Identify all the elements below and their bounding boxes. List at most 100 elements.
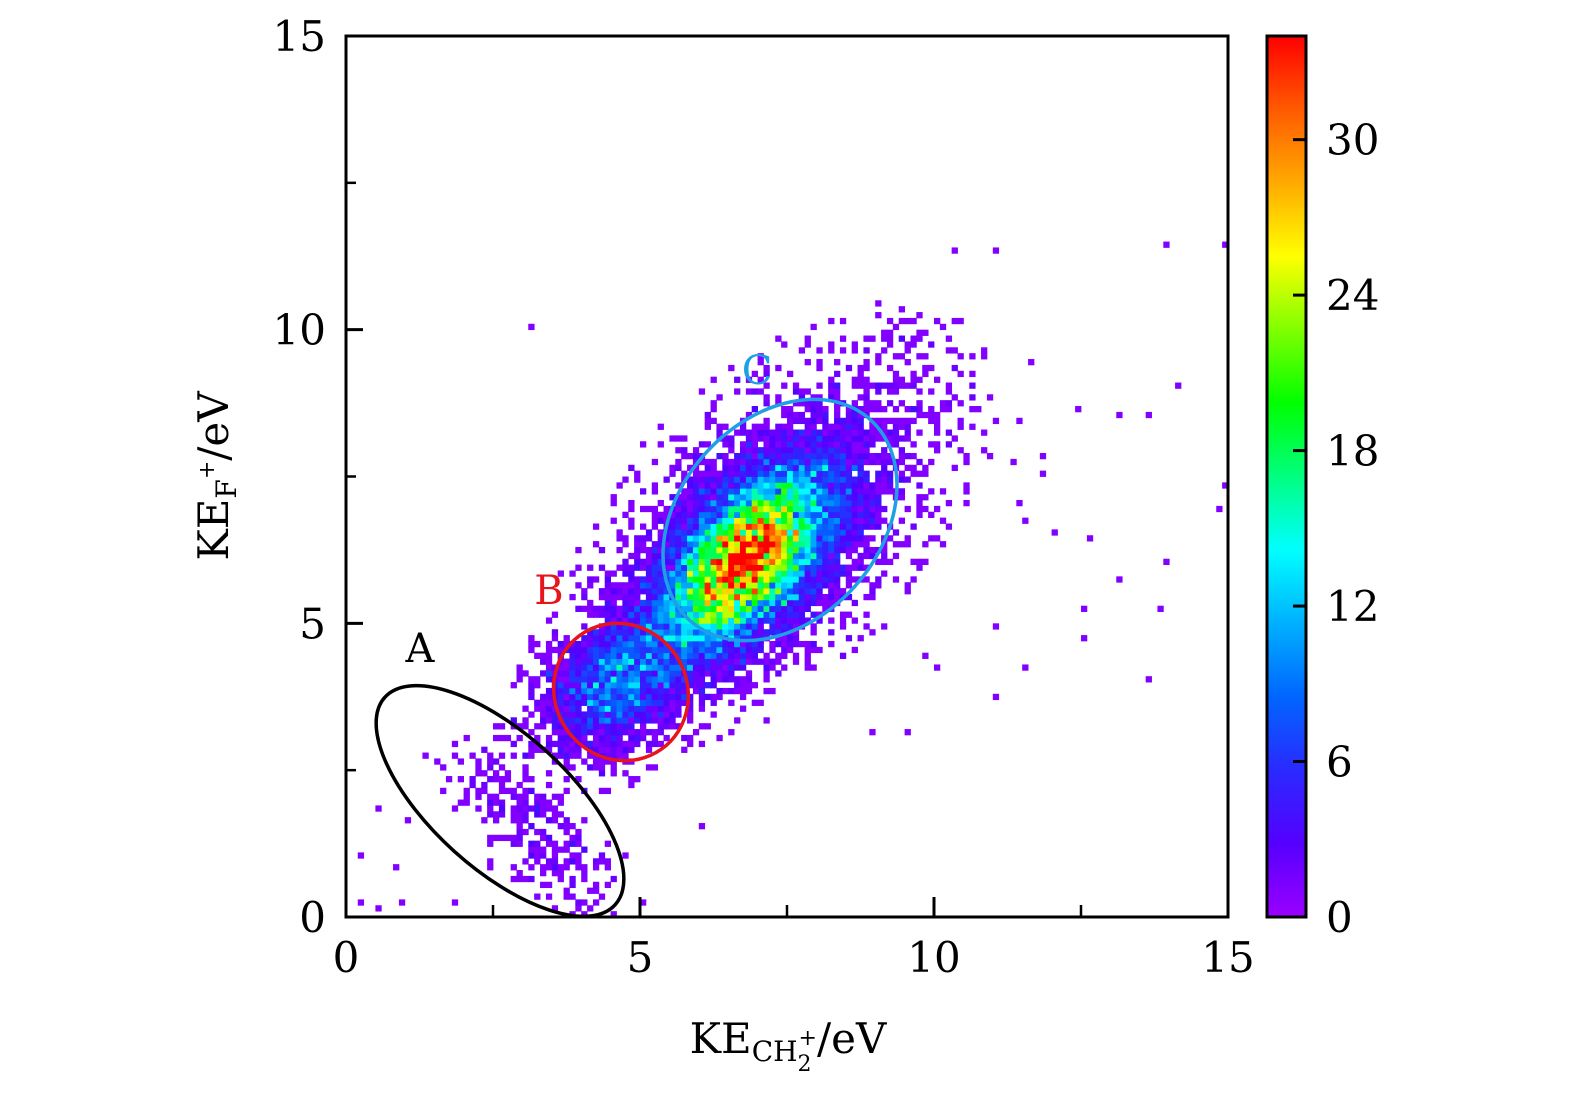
heatmap-bin xyxy=(775,670,782,677)
heatmap-bin xyxy=(728,552,735,560)
heatmap-bin xyxy=(704,611,711,618)
heatmap-bin xyxy=(934,423,941,430)
heatmap-bin xyxy=(598,676,606,683)
heatmap-bin xyxy=(563,787,570,795)
heatmap-bin xyxy=(681,629,688,636)
heatmap-bin xyxy=(640,699,647,706)
heatmap-bin xyxy=(739,593,747,601)
heatmap-bin xyxy=(775,535,782,542)
heatmap-bin xyxy=(616,611,623,618)
heatmap-bin xyxy=(928,341,935,348)
heatmap-bin xyxy=(498,781,506,789)
heatmap-bin xyxy=(857,635,864,642)
heatmap-bin xyxy=(816,564,823,571)
heatmap-bin xyxy=(698,658,706,665)
heatmap-bin xyxy=(657,558,664,565)
heatmap-bin xyxy=(886,535,894,542)
heatmap-bin xyxy=(722,470,729,477)
heatmap-bin xyxy=(698,682,706,689)
heatmap-bin xyxy=(669,623,676,630)
heatmap-bin xyxy=(1175,382,1182,389)
heatmap-bin xyxy=(722,541,729,548)
heatmap-bin xyxy=(669,582,676,589)
heatmap-bin xyxy=(722,623,729,630)
heatmap-bin xyxy=(798,394,806,401)
heatmap-bin xyxy=(869,517,876,524)
heatmap-bin xyxy=(616,676,623,683)
heatmap-bin xyxy=(745,640,753,648)
heatmap-bin xyxy=(863,447,870,454)
heatmap-bin xyxy=(751,435,758,442)
heatmap-bin xyxy=(610,699,617,706)
heatmap-bin xyxy=(681,552,688,560)
heatmap-bin xyxy=(534,734,541,742)
heatmap-bin xyxy=(822,505,829,513)
heatmap-bin xyxy=(816,576,823,583)
heatmap-bin xyxy=(698,541,706,548)
heatmap-bin xyxy=(981,447,988,454)
heatmap-bin xyxy=(787,564,794,571)
heatmap-bin xyxy=(981,429,988,436)
heatmap-bin xyxy=(628,687,635,695)
heatmap-bin xyxy=(663,611,670,618)
y-axis-label: KEF+/eV xyxy=(189,391,243,561)
colorbar-tick-label: 24 xyxy=(1326,271,1379,320)
heatmap-bin xyxy=(640,640,647,648)
heatmap-bin xyxy=(822,423,829,430)
heatmap-bin xyxy=(451,752,459,759)
heatmap-bin xyxy=(916,312,923,319)
heatmap-bin xyxy=(604,664,611,671)
heatmap-bin xyxy=(728,576,735,583)
heatmap-bin xyxy=(886,317,894,325)
heatmap-bin xyxy=(604,687,611,695)
heatmap-bin xyxy=(816,523,823,530)
heatmap-bin xyxy=(728,646,735,654)
heatmap-bin xyxy=(587,729,594,736)
heatmap-bin xyxy=(522,817,529,824)
heatmap-bin xyxy=(687,582,694,589)
heatmap-bin xyxy=(534,723,541,730)
heatmap-bin xyxy=(1081,635,1088,642)
heatmap-bin xyxy=(787,576,794,583)
heatmap-bin xyxy=(598,652,606,659)
heatmap-bin xyxy=(663,558,670,565)
heatmap-bin xyxy=(728,488,735,495)
heatmap-bin xyxy=(498,834,506,842)
heatmap-bin xyxy=(716,541,723,548)
heatmap-bin xyxy=(645,658,653,665)
heatmap-bin xyxy=(757,447,764,454)
heatmap-bin xyxy=(828,552,835,560)
heatmap-bin xyxy=(781,529,788,536)
heatmap-bin xyxy=(757,511,764,519)
heatmap-bin xyxy=(640,617,647,624)
heatmap-bin xyxy=(763,570,770,577)
heatmap-bin xyxy=(710,699,717,706)
heatmap-bin xyxy=(487,840,494,847)
heatmap-bin xyxy=(781,617,788,624)
heatmap-bin xyxy=(622,687,629,695)
heatmap-bin xyxy=(657,629,664,636)
heatmap-bin xyxy=(857,523,864,530)
heatmap-bin xyxy=(863,476,870,483)
heatmap-bin xyxy=(592,705,600,712)
heatmap-bin xyxy=(781,447,788,454)
heatmap-bin xyxy=(645,740,653,748)
heatmap-bin xyxy=(792,541,800,548)
heatmap-bin xyxy=(769,599,776,607)
heatmap-bin xyxy=(551,723,559,730)
heatmap-bin xyxy=(616,635,623,642)
heatmap-bin xyxy=(881,517,888,524)
heatmap-bin xyxy=(675,617,682,624)
heatmap-bin xyxy=(904,423,911,430)
heatmap-bin xyxy=(575,711,582,718)
heatmap-bin xyxy=(787,505,794,513)
heatmap-bin xyxy=(598,658,606,665)
heatmap-bin xyxy=(751,635,758,642)
heatmap-bin xyxy=(510,805,517,812)
heatmap-bin xyxy=(904,382,911,389)
heatmap-bin xyxy=(528,846,535,853)
heatmap-bin xyxy=(687,640,694,648)
heatmap-bin xyxy=(563,664,570,671)
heatmap-bin xyxy=(769,447,776,454)
heatmap-bin xyxy=(810,453,817,460)
